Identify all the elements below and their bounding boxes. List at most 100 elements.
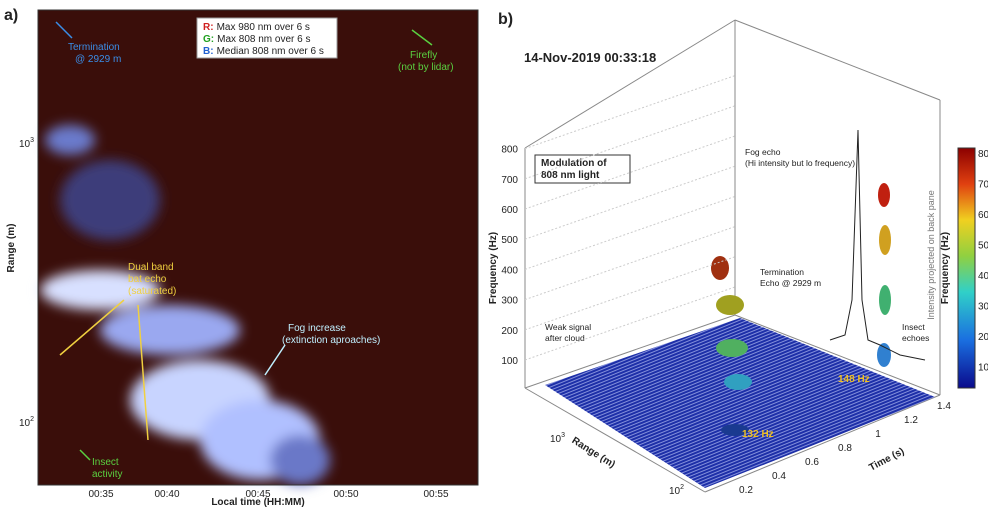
decoration: [264, 344, 286, 376]
legend-text: Median 808 nm over 6 s: [217, 46, 324, 57]
arrows: [55, 21, 433, 461]
grid-line: [524, 165, 736, 240]
z-axis-label: Frequency (Hz): [488, 232, 499, 304]
annotation-line: bat echo: [128, 274, 167, 285]
decoration: [721, 424, 749, 436]
decoration: [716, 295, 744, 315]
intensity-trace: [829, 129, 926, 361]
legend-key: G:: [203, 34, 214, 45]
grid-line: [524, 226, 736, 301]
decoration: [270, 435, 330, 485]
colorbar: [957, 147, 976, 389]
chart-title: 14-Nov-2019 00:33:18: [524, 50, 656, 65]
z-tick-label: 800: [501, 145, 518, 156]
tick-exp: 2: [680, 484, 684, 491]
tick-base: 10: [550, 434, 562, 445]
decoration: [100, 305, 240, 355]
annotation-line: (extinction aproaches): [282, 335, 380, 346]
z-tick-label: 500: [501, 235, 518, 246]
decoration: [45, 125, 95, 155]
annotation-line: echoes: [902, 333, 929, 343]
z-tick-label: 600: [501, 205, 518, 216]
z-tick-label: 200: [501, 326, 518, 337]
annotation-line: (not by lidar): [398, 62, 454, 73]
decoration: [524, 19, 736, 149]
x-tick-label: 00:50: [333, 489, 358, 500]
annotation-text: Dual band bat echo (saturated): [128, 262, 176, 297]
info-line: 808 nm light: [541, 170, 600, 181]
colorbar-tick-label: 10: [978, 363, 988, 374]
x-tick-label: 00:55: [423, 489, 448, 500]
z-tick-label: 100: [501, 356, 518, 367]
annotation-line: (saturated): [128, 286, 176, 297]
info-line: Modulation of: [541, 158, 607, 169]
colorbar-label: Frequency (Hz): [940, 232, 951, 304]
x-axis-label: Local time (HH:MM): [211, 497, 304, 508]
annotation-line: Fog increase: [288, 323, 346, 334]
y-axis-label: Range (m): [6, 224, 17, 273]
annotation-line: Fog echo: [745, 147, 781, 157]
info-box: [534, 154, 631, 184]
decoration: [524, 314, 736, 389]
annotation-text: Fog echo (Hi intensity but lo frequency): [745, 147, 855, 168]
annotation-text: Termination Echo @ 2929 m: [760, 267, 821, 288]
panel-label: a): [4, 7, 18, 24]
annotation-line: Weak signal: [545, 322, 591, 332]
decoration: [40, 270, 160, 310]
legend-text: Max 980 nm over 6 s: [217, 22, 310, 33]
decoration: [55, 21, 73, 39]
tick-base: 10: [669, 486, 681, 497]
tick-label: 103: [550, 432, 565, 445]
z-tick-label: 700: [501, 175, 518, 186]
range-axis-label: Range (m): [570, 435, 617, 470]
tick-label: 103: [19, 137, 34, 150]
annotation-text: Fog increase (extinction aproaches): [282, 323, 380, 346]
annotation-line: Insect: [902, 322, 925, 332]
decoration: [411, 29, 433, 46]
box-edges: [524, 19, 941, 493]
time-tick-label: 1.2: [904, 415, 918, 426]
x-tick-label: 00:45: [245, 489, 270, 500]
axes-frame: [37, 9, 479, 486]
decoration: [60, 160, 160, 240]
annotation: Termination @ 2929 m: [68, 42, 121, 65]
decoration: [716, 339, 748, 357]
grid-line: [524, 75, 736, 150]
heatmap-signal: [40, 125, 330, 485]
tick-label: 102: [669, 484, 684, 497]
colorbar-tick-label: 80: [978, 149, 988, 160]
annotation-line: Termination: [760, 267, 804, 277]
grid-line: [524, 195, 736, 270]
decoration: R: Max 980 nm over 6 sG: Max 808 nm over 6…: [203, 22, 324, 57]
time-tick-label: 0.8: [838, 443, 852, 454]
decoration: [137, 304, 149, 441]
annotation-line: Echo @ 2929 m: [760, 278, 821, 288]
time-axis-label: Time (s): [867, 446, 906, 474]
decoration: [524, 387, 706, 493]
annotation-line: Termination: [68, 42, 120, 53]
time-tick-label: 1: [875, 429, 881, 440]
annotation-line: @ 2929 m: [75, 54, 121, 65]
x-tick-label: 00:35: [88, 489, 113, 500]
tick-exp: 2: [30, 416, 34, 423]
z-tick-label: 400: [501, 265, 518, 276]
tick-exp: 3: [30, 137, 34, 144]
grid-line: [524, 286, 736, 361]
grid-line: [524, 105, 736, 180]
decoration: [879, 225, 891, 255]
tick-exp: 3: [561, 432, 565, 439]
decoration: [59, 299, 125, 356]
grid-line: [524, 135, 736, 210]
back-pane-label: Intensity projected on back pane: [926, 190, 936, 320]
annotation-text: Insect echoes: [902, 322, 929, 343]
legend-key: B:: [203, 46, 214, 57]
time-tick-label: 0.4: [772, 471, 786, 482]
echo-blobs: [711, 183, 891, 436]
time-tick-label: 0.2: [739, 485, 753, 496]
decoration: [879, 285, 891, 315]
decoration: [79, 449, 91, 461]
legend-entry: G: Max 808 nm over 6 s: [203, 34, 310, 45]
